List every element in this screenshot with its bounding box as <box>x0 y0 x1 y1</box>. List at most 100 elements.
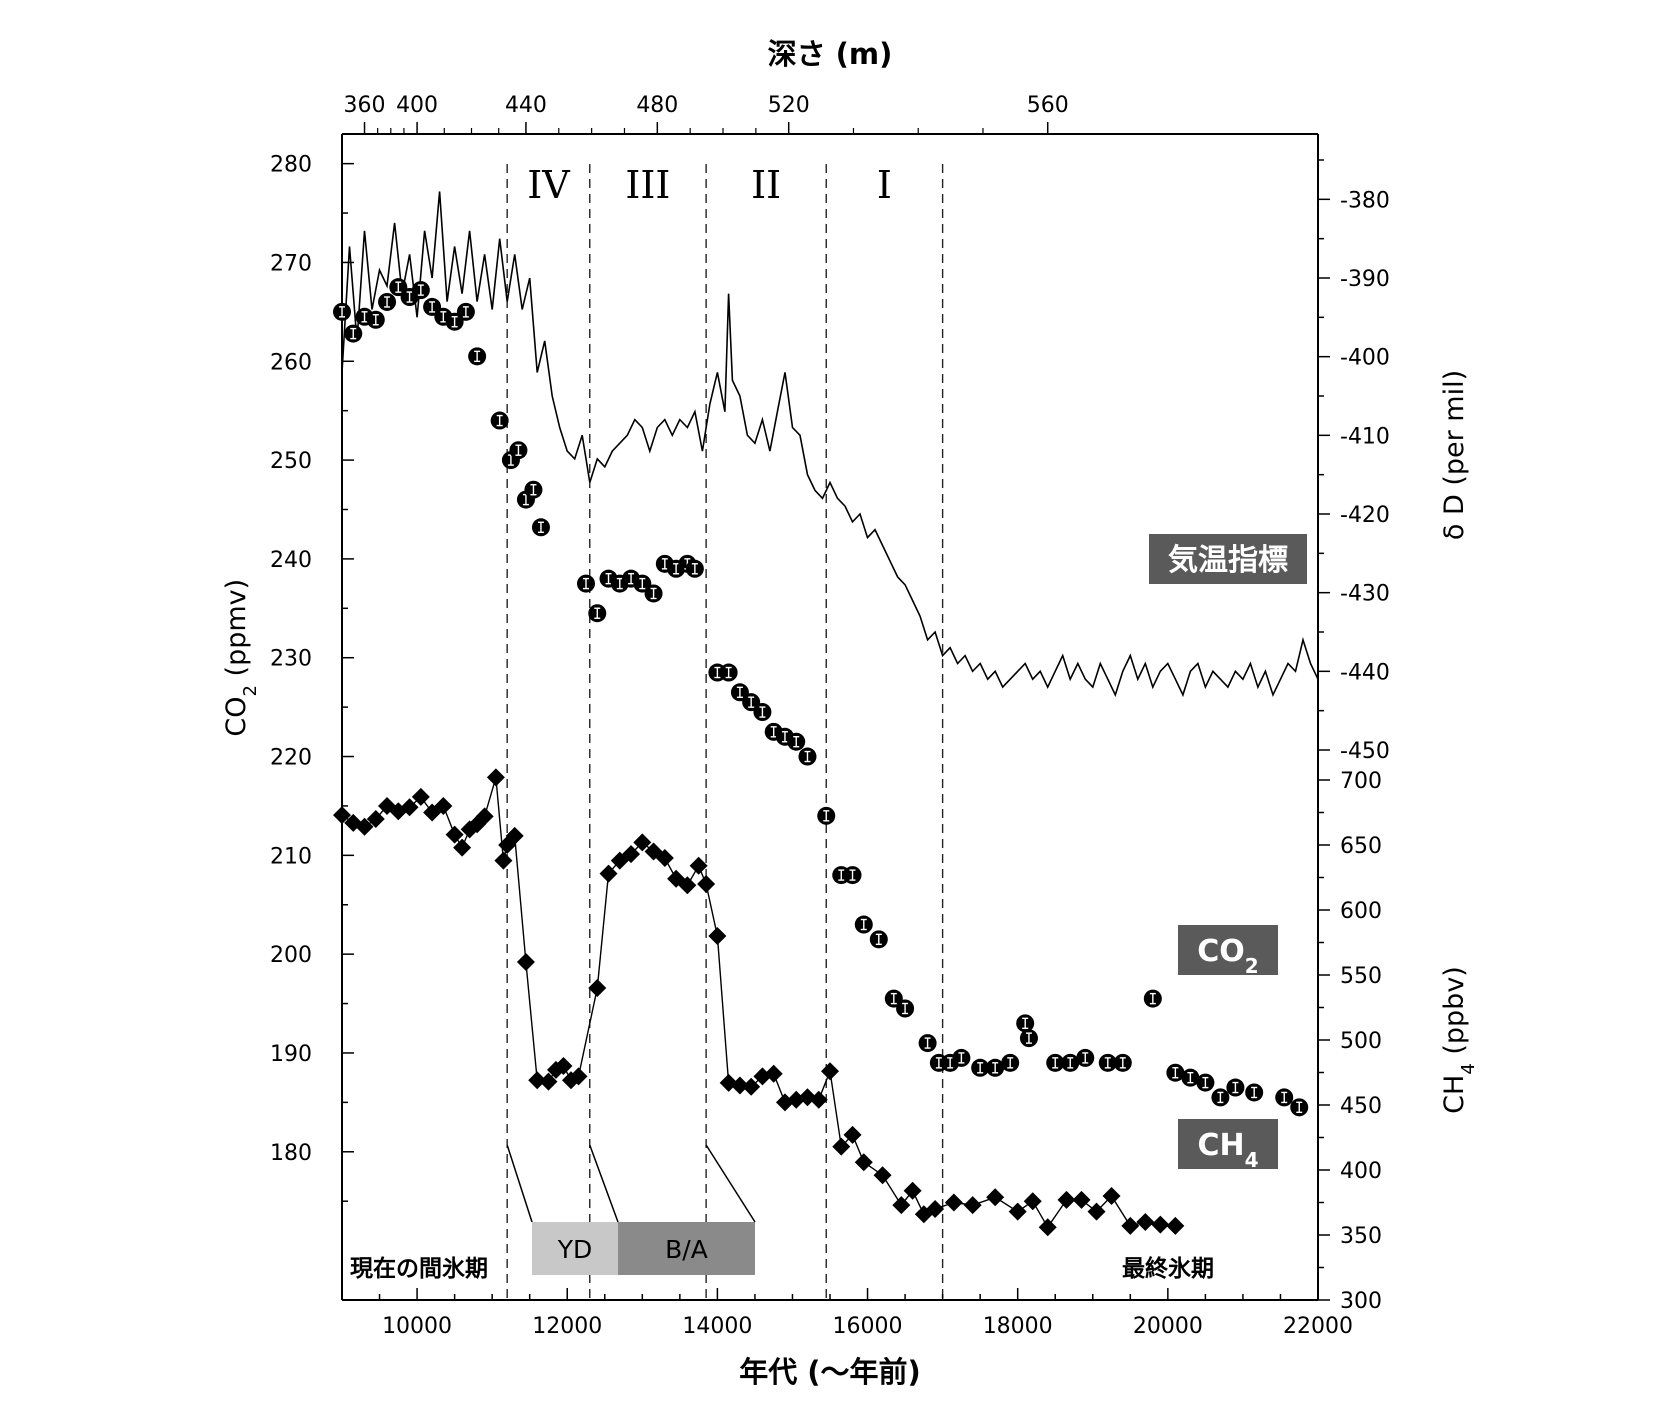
ch4-point <box>588 979 607 997</box>
right-top-tick-label: -440 <box>1340 660 1390 685</box>
ch4-point <box>599 864 618 883</box>
co2-point <box>1226 1078 1245 1097</box>
ch4-point <box>697 875 716 893</box>
ch4-point <box>1008 1202 1027 1221</box>
ch4-point <box>903 1181 922 1200</box>
ch4-point <box>494 851 513 870</box>
ch4-point <box>411 787 430 806</box>
ch4-point <box>926 1200 945 1218</box>
event-connector-line <box>589 1144 619 1223</box>
co2-point <box>1076 1048 1095 1067</box>
co2-point <box>1143 989 1162 1008</box>
ch4-point <box>333 806 351 825</box>
left-tick-label: 270 <box>270 251 312 276</box>
ch4-point <box>366 810 385 828</box>
series-tag-text: CO2 <box>1197 934 1258 978</box>
left-axis-title: CO2 (ppmv) <box>221 579 261 737</box>
ch4-point <box>1102 1187 1121 1205</box>
left-tick-label: 190 <box>270 1042 312 1067</box>
ch4-point <box>528 1071 547 1090</box>
x-tick-label: 22000 <box>1283 1314 1353 1339</box>
right-bottom-tick-label: 650 <box>1340 834 1382 859</box>
ch4-point <box>821 1062 839 1081</box>
co2-point <box>509 441 528 460</box>
period-label-i: I <box>877 163 892 207</box>
ch4-point <box>655 849 674 867</box>
co2-point <box>588 604 607 623</box>
ch4-point <box>355 817 374 836</box>
ch4-point <box>809 1090 828 1109</box>
series-tag-main: CH <box>1197 1128 1244 1163</box>
series-tag-main: CO <box>1197 934 1245 969</box>
co2-point <box>411 281 430 300</box>
top-tick-label: 480 <box>636 93 678 118</box>
co2-point <box>333 302 351 321</box>
ch4-point <box>873 1166 892 1185</box>
right-bottom-tick-label: 450 <box>1340 1094 1382 1119</box>
period-label-iv: IV <box>527 163 570 207</box>
co2-point <box>378 292 397 311</box>
annotation-present-interglacial: 現在の間氷期 <box>350 1255 488 1282</box>
series-tag-main: 気温指標 <box>1168 543 1288 578</box>
annotation-last-glacial: 最終氷期 <box>1122 1255 1214 1282</box>
left-axis-title-unit: (ppmv) <box>221 579 252 685</box>
co2-point <box>869 930 888 949</box>
co2-point <box>685 559 704 578</box>
event-box-yd <box>532 1222 618 1275</box>
ch4-point <box>764 1064 783 1083</box>
right-bottom-tick-label: 550 <box>1340 964 1382 989</box>
co2-point <box>1211 1088 1230 1107</box>
top-tick-label: 400 <box>396 93 438 118</box>
left-tick-label: 180 <box>270 1141 312 1166</box>
left-axis-title-sub: 2 <box>240 685 261 696</box>
ch4-point <box>1166 1216 1185 1235</box>
left-tick-label: 230 <box>270 647 312 672</box>
period-label-iii: III <box>625 163 670 207</box>
co2-point <box>1016 1014 1035 1033</box>
co2-point <box>854 915 873 934</box>
co2-point <box>366 310 385 329</box>
event-connector-line <box>506 1144 533 1223</box>
co2-point <box>1181 1068 1200 1087</box>
top-tick-label: 440 <box>505 93 547 118</box>
ch4-point <box>892 1196 911 1215</box>
co2-point <box>1019 1029 1038 1048</box>
co2-point <box>787 732 806 751</box>
event-connector-line <box>705 1144 756 1223</box>
event-label-ba: B/A <box>665 1235 708 1264</box>
ch4-point <box>400 798 419 817</box>
ch4-point <box>1038 1218 1057 1237</box>
ch4-point <box>539 1072 558 1091</box>
ch4-point <box>730 1076 749 1095</box>
ch4-point <box>963 1196 982 1215</box>
series-tag-2: CH4 <box>1178 1119 1278 1172</box>
co2-point <box>577 574 595 593</box>
co2-point <box>896 999 915 1018</box>
period-boundaries <box>506 164 944 1300</box>
ch4-point <box>843 1125 862 1144</box>
series <box>333 191 1319 1237</box>
co2-point <box>1290 1098 1309 1117</box>
ch4-point <box>475 807 494 826</box>
right-bottom-tick-label: 300 <box>1340 1289 1382 1314</box>
ch4-point <box>854 1153 873 1172</box>
ch4-point <box>554 1057 573 1075</box>
ch4-point <box>516 953 535 971</box>
co2-point <box>1046 1053 1065 1072</box>
left-tick-label: 260 <box>270 350 312 375</box>
series-ch4-line <box>341 777 1176 1229</box>
co2-point <box>456 302 475 321</box>
co2-point <box>1275 1088 1294 1107</box>
x-tick-label: 20000 <box>1133 1314 1203 1339</box>
co2-point <box>817 806 836 825</box>
ch4-point <box>622 845 641 864</box>
x-tick-label: 14000 <box>682 1314 752 1339</box>
series-temperature-line <box>341 191 1319 698</box>
right-top-tick-label: -430 <box>1340 582 1390 607</box>
co2-point <box>1196 1073 1215 1092</box>
right-bottom-axis-title-unit: (ppbv) <box>1439 966 1470 1063</box>
ch4-point <box>434 797 453 815</box>
ch4-point <box>1057 1190 1076 1209</box>
